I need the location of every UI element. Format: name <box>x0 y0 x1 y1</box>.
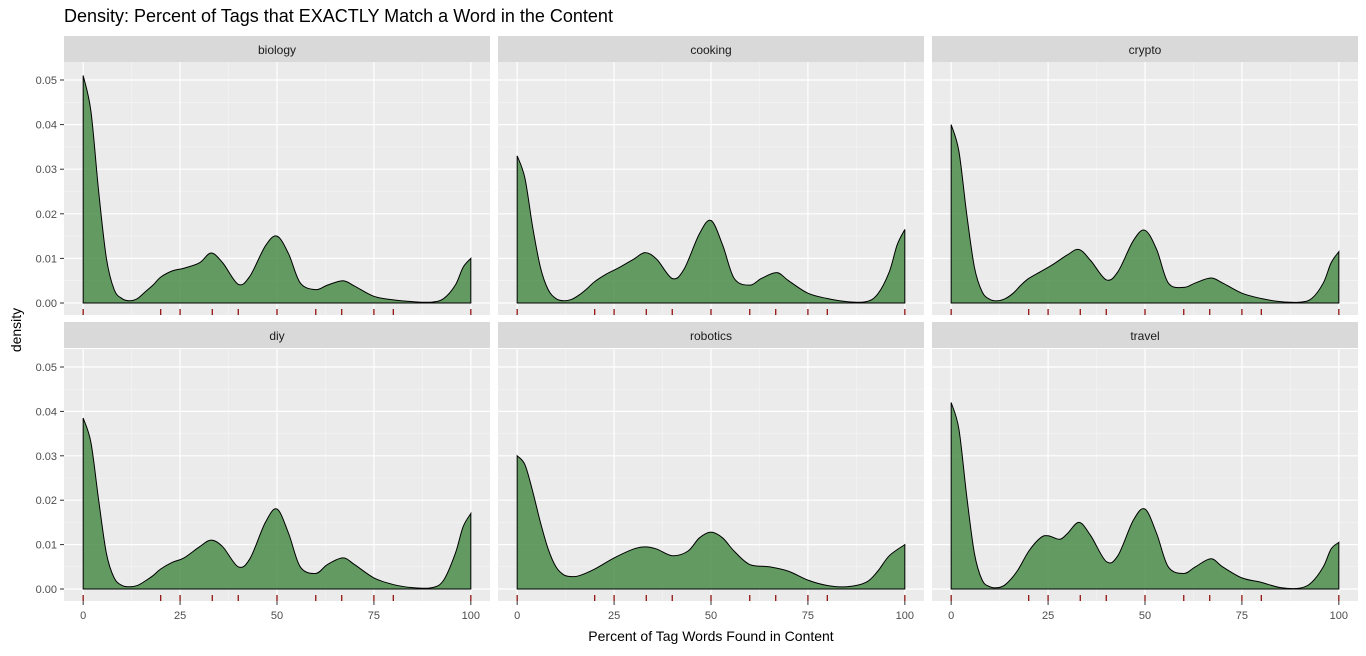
facet-label: cooking <box>690 43 731 57</box>
y-tick-label: 0.00 <box>36 298 57 310</box>
y-tick-label: 0.04 <box>36 406 57 418</box>
x-tick-label: 0 <box>948 610 954 622</box>
facet-strip <box>64 322 490 348</box>
panel-biology: biology 0.00 0.01 0.02 0.03 0.04 0.05 <box>36 36 490 315</box>
facet-strip <box>64 36 490 62</box>
facet-strip <box>932 322 1358 348</box>
density-area <box>516 155 906 304</box>
density-area <box>82 417 472 590</box>
y-tick-label: 0.05 <box>36 75 57 87</box>
y-tick-label: 0.01 <box>36 540 57 552</box>
x-tick-label: 25 <box>608 610 620 622</box>
x-tick-label: 0 <box>514 610 520 622</box>
facet-label: crypto <box>1129 43 1162 57</box>
x-tick-label: 50 <box>705 610 717 622</box>
facet-label: travel <box>1130 329 1159 343</box>
y-tick-label: 0.05 <box>36 362 57 374</box>
x-tick-label: 100 <box>462 610 480 622</box>
density-area <box>950 124 1340 304</box>
panel-travel: travel 0 25 50 75 100 <box>932 322 1358 622</box>
panel-crypto: crypto <box>932 36 1358 315</box>
y-tick-label: 0.02 <box>36 209 57 221</box>
x-tick-label: 75 <box>802 610 814 622</box>
x-tick-label: 100 <box>896 610 914 622</box>
y-tick-label: 0.04 <box>36 120 57 132</box>
facet-label: biology <box>258 43 296 57</box>
facet-panels: biology 0.00 0.01 0.02 0.03 0.04 0.05 cooking cr… <box>36 36 1358 622</box>
y-tick-label: 0.02 <box>36 495 57 507</box>
panel-diy: diy 0.00 0.01 0.02 0.03 0.04 0.05 0 25 50 75 100 <box>36 322 490 622</box>
facet-strip <box>498 322 924 348</box>
facet-label: robotics <box>690 329 732 343</box>
y-axis-label: density <box>8 308 24 352</box>
y-tick-label: 0.00 <box>36 584 57 596</box>
y-tick-label: 0.01 <box>36 253 57 265</box>
x-tick-label: 75 <box>368 610 380 622</box>
facet-strip <box>932 36 1358 62</box>
x-tick-label: 25 <box>174 610 186 622</box>
y-tick-label: 0.03 <box>36 451 57 463</box>
x-tick-label: 50 <box>1139 610 1151 622</box>
x-tick-label: 75 <box>1236 610 1248 622</box>
density-area <box>950 402 1340 590</box>
density-area <box>516 454 906 590</box>
x-axis-label: Percent of Tag Words Found in Content <box>588 628 834 644</box>
x-tick-label: 50 <box>271 610 283 622</box>
density-area <box>82 75 472 304</box>
facet-label: diy <box>269 329 284 343</box>
facet-strip <box>498 36 924 62</box>
chart-title: Density: Percent of Tags that EXACTLY Ma… <box>64 6 613 26</box>
x-tick-label: 25 <box>1042 610 1054 622</box>
x-tick-label: 100 <box>1330 610 1348 622</box>
x-tick-label: 0 <box>80 610 86 622</box>
y-tick-label: 0.03 <box>36 164 57 176</box>
panel-robotics: robotics 0 25 50 75 100 <box>498 322 924 622</box>
panel-cooking: cooking <box>498 36 924 315</box>
